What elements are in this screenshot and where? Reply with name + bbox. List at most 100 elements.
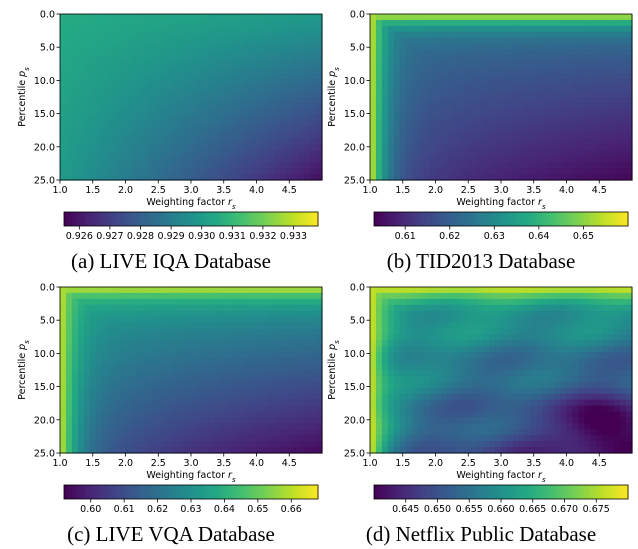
colorbar-segment xyxy=(437,212,442,226)
heatmap-cell xyxy=(179,67,186,74)
heatmap-cell xyxy=(238,85,246,92)
heatmap-cell xyxy=(226,346,234,353)
heatmap-cell xyxy=(304,61,311,68)
heatmap-cell xyxy=(202,423,210,430)
heatmap-cell xyxy=(89,381,97,389)
heatmap-cell xyxy=(196,126,204,134)
heatmap-cell xyxy=(447,423,454,430)
heatmap-cell xyxy=(244,316,252,324)
heatmap-cell xyxy=(250,316,258,324)
heatmap-cell xyxy=(626,49,633,57)
heatmap-cell xyxy=(77,43,85,51)
heatmap-cell xyxy=(375,334,383,341)
heatmap-cell xyxy=(268,61,275,68)
heatmap-cell xyxy=(113,19,121,27)
heatmap-cell xyxy=(393,441,401,448)
heatmap-cell xyxy=(131,14,138,21)
heatmap-cell xyxy=(375,423,383,430)
heatmap-cell xyxy=(620,73,627,80)
heatmap-cell xyxy=(447,144,454,151)
heatmap-cell xyxy=(465,49,472,57)
heatmap-cell xyxy=(274,138,281,146)
heatmap-cell xyxy=(548,292,556,300)
heatmap-cell xyxy=(518,352,526,359)
heatmap-cell xyxy=(375,97,383,104)
heatmap-cell xyxy=(77,387,85,395)
heatmap-cell xyxy=(399,287,407,294)
heatmap-cell xyxy=(596,19,603,27)
heatmap-cell xyxy=(429,310,437,318)
heatmap-cell xyxy=(489,346,496,353)
heatmap-cell xyxy=(304,292,311,300)
heatmap-cell xyxy=(310,429,317,436)
heatmap-cell xyxy=(393,292,401,300)
heatmap-cell xyxy=(310,37,317,45)
heatmap-cell xyxy=(471,405,478,413)
heatmap-cell xyxy=(548,316,556,324)
heatmap-cell xyxy=(113,447,121,454)
heatmap-cell xyxy=(173,298,180,306)
heatmap-cell xyxy=(77,322,85,330)
heatmap-cell xyxy=(536,49,544,57)
heatmap-cell xyxy=(202,19,210,27)
heatmap-cell xyxy=(214,292,222,300)
colorbar-segment xyxy=(168,212,173,226)
heatmap-cell xyxy=(614,55,621,63)
heatmap-cell xyxy=(161,61,168,68)
heatmap-cell xyxy=(370,61,377,68)
heatmap-cell xyxy=(208,14,216,21)
heatmap-cell xyxy=(554,447,562,454)
heatmap-cell xyxy=(101,292,109,300)
heatmap-cell xyxy=(453,447,460,454)
colorbar-segment xyxy=(241,485,246,499)
heatmap-cell xyxy=(572,138,579,146)
heatmap-cell xyxy=(125,31,133,39)
heatmap-cell xyxy=(435,144,443,151)
heatmap-cell xyxy=(238,108,246,116)
heatmap-cell xyxy=(447,85,454,92)
heatmap-cell xyxy=(232,328,240,336)
heatmap-cell xyxy=(393,144,401,151)
heatmap-cell xyxy=(65,144,73,151)
heatmap-cell xyxy=(65,126,73,134)
heatmap-cell xyxy=(232,352,240,359)
heatmap-cell xyxy=(232,405,240,413)
heatmap-cell xyxy=(107,364,115,371)
heatmap-cell xyxy=(614,91,621,98)
heatmap-cell xyxy=(554,292,562,300)
heatmap-cell xyxy=(95,316,103,324)
heatmap-cell xyxy=(566,97,574,104)
heatmap-cell xyxy=(375,375,383,383)
heatmap-cell xyxy=(512,43,520,51)
heatmap-cell xyxy=(393,73,401,80)
heatmap-cell xyxy=(214,14,222,21)
colorbar-segment xyxy=(108,485,113,499)
heatmap-cell xyxy=(465,91,472,98)
heatmap-cell xyxy=(495,399,502,407)
heatmap-cell xyxy=(542,43,550,51)
heatmap-cell xyxy=(393,381,401,389)
heatmap-cell xyxy=(196,364,204,371)
heatmap-cell xyxy=(417,162,425,169)
heatmap-cell xyxy=(179,55,186,63)
heatmap-cell xyxy=(101,43,109,51)
colorbar-segment xyxy=(599,212,604,226)
heatmap-cell xyxy=(489,174,496,181)
heatmap-cell xyxy=(411,120,419,128)
heatmap-cell xyxy=(542,298,550,306)
heatmap-cell xyxy=(131,435,138,442)
heatmap-cell xyxy=(304,150,311,157)
heatmap-cell xyxy=(250,352,258,359)
heatmap-cell xyxy=(429,322,437,330)
heatmap-cell xyxy=(518,375,526,383)
heatmap-cell xyxy=(119,334,127,341)
heatmap-cell xyxy=(143,43,150,51)
heatmap-cell xyxy=(423,298,431,306)
heatmap-cell xyxy=(310,358,317,365)
heatmap-cell xyxy=(381,346,389,353)
heatmap-cell xyxy=(220,174,228,181)
heatmap-cell xyxy=(125,441,133,448)
heatmap-cell xyxy=(107,126,115,134)
heatmap-cell xyxy=(614,126,621,134)
heatmap-cell xyxy=(125,381,133,389)
